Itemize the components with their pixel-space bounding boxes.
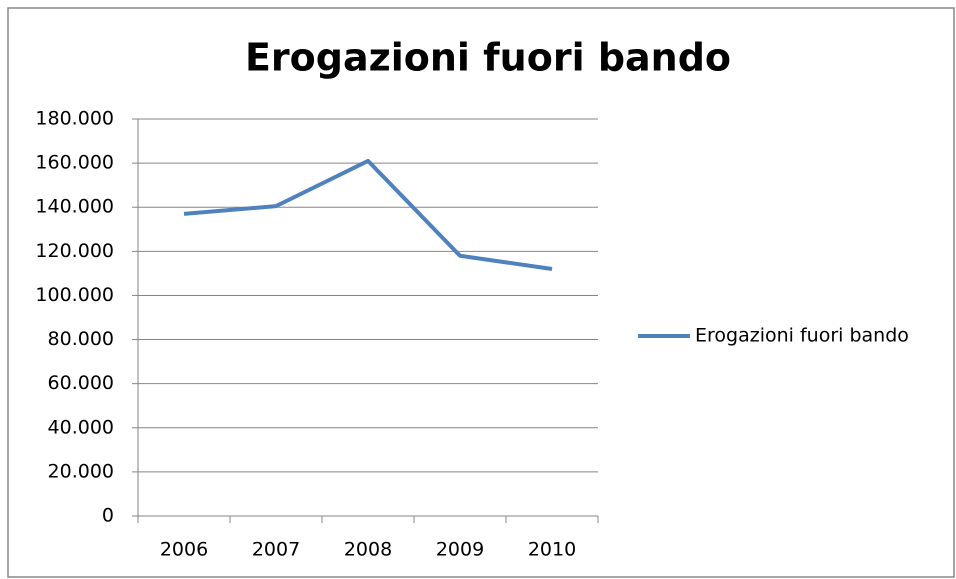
chart-title: Erogazioni fuori bando (245, 36, 731, 80)
data-line (183, 158, 553, 271)
y-tick-label: 80.000 (48, 328, 114, 350)
y-tick-label: 0 (102, 505, 114, 527)
chart-frame (7, 7, 955, 578)
x-tick-label: 2008 (344, 539, 392, 561)
x-tick-label: 2009 (436, 539, 484, 561)
x-tick-label: 2007 (252, 539, 300, 561)
x-tick-label: 2010 (528, 539, 576, 561)
y-tick-label: 60.000 (48, 372, 114, 394)
y-tick-label: 40.000 (48, 416, 114, 438)
y-tick-label: 140.000 (35, 196, 114, 218)
y-tick-label: 20.000 (48, 460, 114, 482)
y-tick-label: 100.000 (35, 284, 114, 306)
y-tick-label: 120.000 (35, 240, 114, 262)
y-tick-label: 180.000 (35, 108, 114, 130)
legend-label: Erogazioni fuori bando (695, 325, 909, 347)
y-tick-label: 160.000 (35, 152, 114, 174)
x-tick-label: 2006 (160, 539, 208, 561)
